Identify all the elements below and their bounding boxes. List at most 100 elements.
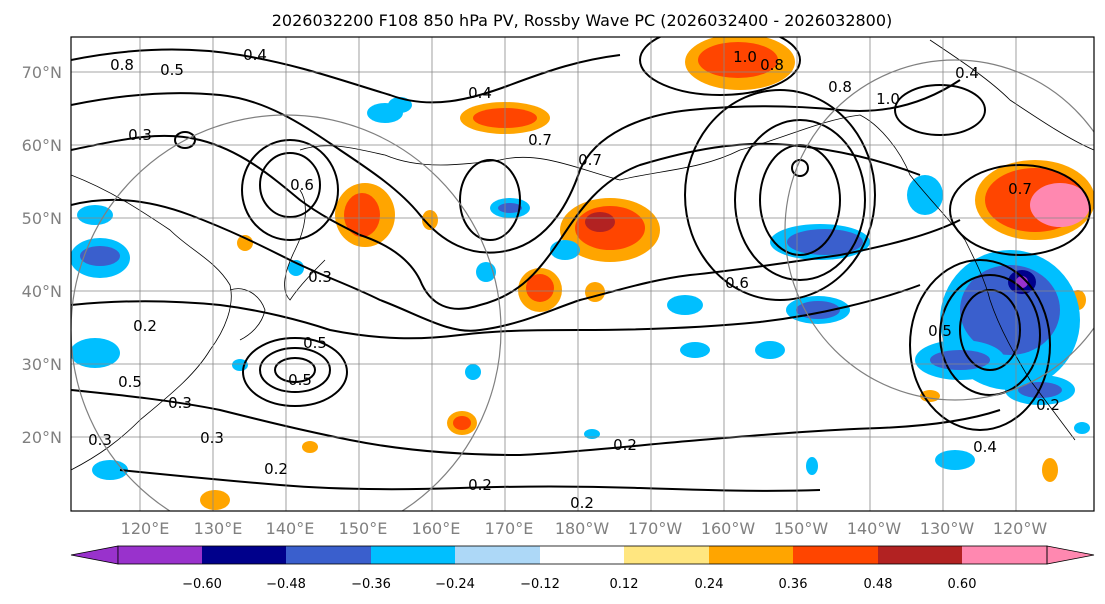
negative-anomaly [465,364,481,380]
closed-contour [949,164,1091,256]
contour-label: 0.2 [570,494,594,512]
colorbar-high-extend [1046,545,1095,565]
lat-label: 70°N [22,63,62,82]
colorbar-tick-label: −0.36 [351,577,391,592]
low-center-contour [259,152,321,218]
contour-label: 0.4 [468,84,492,102]
colorbar-outline [117,545,1048,565]
colorbar-tick-label: 0.12 [610,577,639,592]
colorbar-segment [202,546,286,564]
contour-label: 0.2 [133,317,157,335]
colorbar-tick-label: −0.24 [435,577,475,592]
contour-label: 0.5 [928,322,952,340]
colorbar-tick-label: 0.36 [779,577,808,592]
closed-contour [459,159,521,241]
lon-label: 140°E [266,519,315,538]
contour-label: 0.7 [1008,180,1032,198]
contour-label: 0.3 [200,429,224,447]
contour-label-group: 0.8 0.4 0.5 0.3 0.4 0.7 0.7 1.0 0.8 0.8 … [88,46,1060,512]
colorbar: −0.60 −0.48 −0.36 −0.24 −0.12 0.12 0.24 … [70,545,1095,592]
contour-label: 0.5 [288,371,312,389]
lat-lon-grid [71,37,1094,511]
radius-circle [784,59,1094,401]
colorbar-tick-label: 0.60 [948,577,977,592]
negative-anomaly [498,203,522,213]
lon-label: 150°E [339,519,388,538]
colorbar-segment [624,546,709,564]
colorbar-segment [709,546,793,564]
high-center-contour [939,274,1041,396]
lon-label: 180°W [555,519,610,538]
contour-label: 0.3 [168,394,192,412]
lon-label: 150°W [774,519,829,538]
colorbar-segment [455,546,540,564]
lat-label: 50°N [22,209,62,228]
negative-anomaly [806,457,818,475]
lon-label: 120°W [993,519,1048,538]
contour-label: 0.3 [128,126,152,144]
negative-anomaly [680,342,710,358]
high-center-contour [909,259,1051,431]
positive-anomaly [453,416,471,430]
radius-circle [71,114,502,511]
contour-label: 0.3 [88,431,112,449]
lat-label: 20°N [22,428,62,447]
contour-label: 0.7 [578,151,602,169]
colorbar-segment [118,546,202,564]
contour-label: 0.4 [955,64,979,82]
contour-label: 1.0 [876,90,900,108]
contour-label: 0.8 [760,56,784,74]
negative-anomaly [550,240,580,260]
map-frame [70,36,1095,512]
negative-anomaly [80,246,120,266]
negative-anomaly [935,450,975,470]
negative-anomaly [930,350,990,370]
positive-anomaly [200,490,230,510]
low-center-contour [259,347,331,393]
contour-label: 0.2 [1036,396,1060,414]
colorbar-tick-label: 0.24 [695,577,724,592]
high-center-contour [959,289,1021,371]
negative-anomaly [1074,422,1090,434]
negative-anomaly [667,295,703,315]
contour-label: 0.2 [468,476,492,494]
contour-label: 1.0 [733,48,757,66]
lon-label: 130°E [194,519,243,538]
contour-label: 0.5 [303,334,327,352]
contour-label: 0.4 [243,46,267,64]
positive-anomaly [698,42,778,78]
positive-anomaly [585,282,605,302]
latitude-axis: 70°N 60°N 50°N 40°N 30°N 20°N [22,63,62,447]
negative-anomaly [584,429,600,439]
positive-anomaly [585,212,615,232]
contour-label: 0.2 [613,436,637,454]
colorbar-tick-label: 0.48 [864,577,893,592]
contour-label: 0.8 [828,78,852,96]
colorbar-tick-label: −0.48 [266,577,306,592]
colorbar-tick-label: −0.60 [182,577,222,592]
colorbar-segment [878,546,962,564]
positive-anomaly [526,274,554,302]
lat-label: 30°N [22,355,62,374]
negative-anomaly [907,175,943,215]
contour-label: 0.5 [118,373,142,391]
lon-label: 120°E [121,519,170,538]
map-background [71,37,1094,511]
colorbar-low-extend [70,545,119,565]
lon-label: 170°W [628,519,683,538]
negative-anomaly [388,97,412,113]
colorbar-segment [286,546,371,564]
colorbar-segment [540,546,624,564]
colorbar-segment [962,546,1047,564]
positive-anomaly [344,193,380,237]
lat-label: 60°N [22,136,62,155]
colorbar-segment [371,546,455,564]
ridge-contour [734,119,866,281]
negative-anomaly [71,338,120,368]
contour-label: 0.6 [725,274,749,292]
lat-label: 40°N [22,282,62,301]
colorbar-segment [793,546,878,564]
low-center-contour [274,357,316,383]
contour-label: 0.6 [290,176,314,194]
